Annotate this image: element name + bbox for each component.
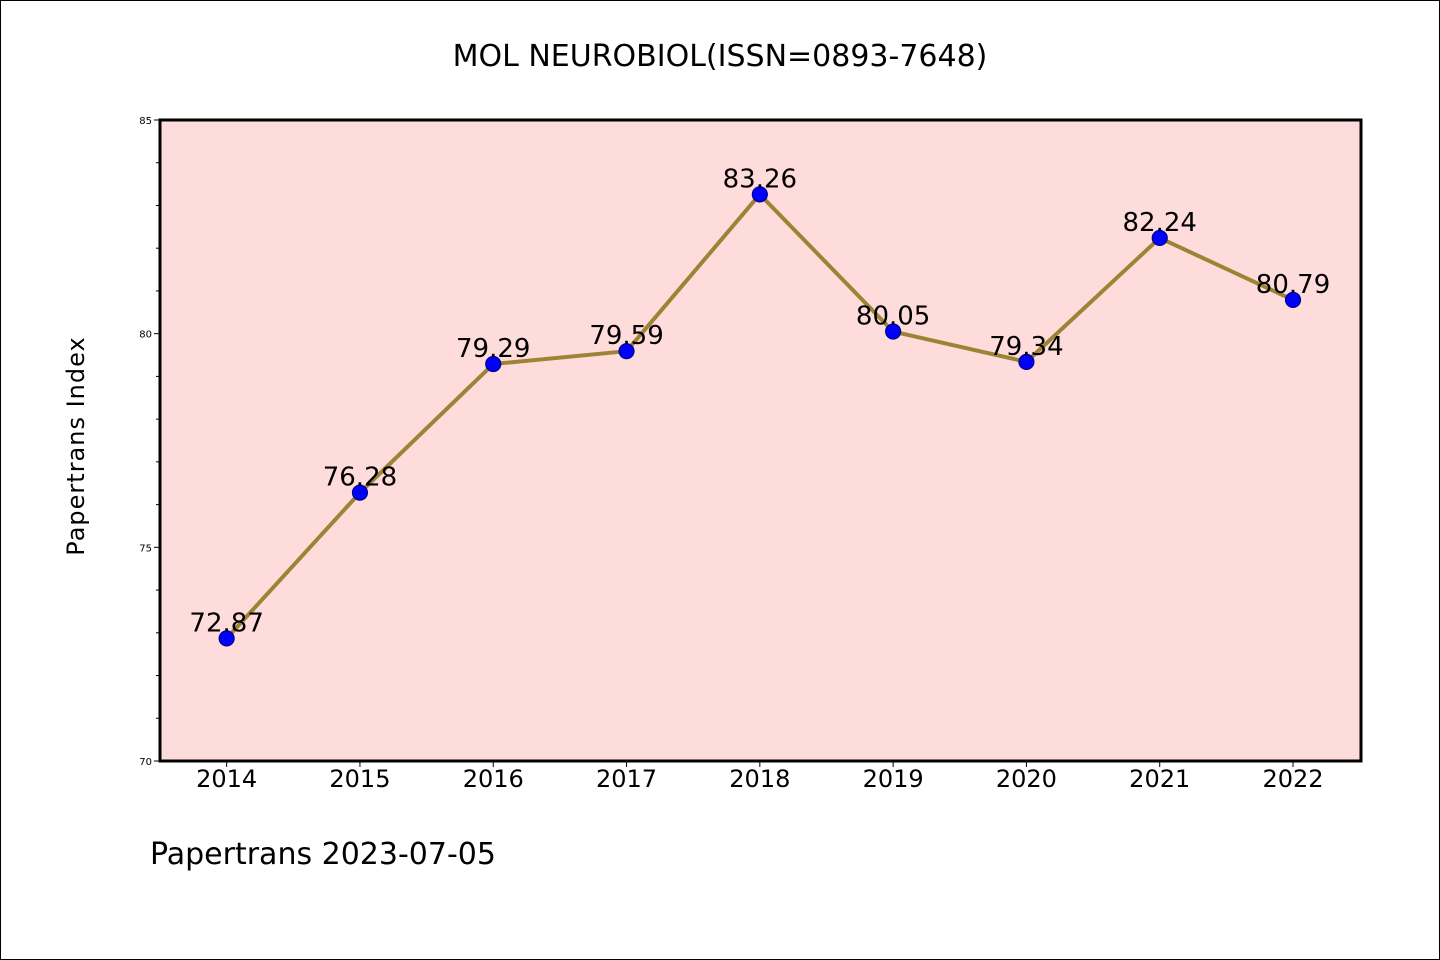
plot-area bbox=[160, 120, 1361, 761]
data-label: 79.59 bbox=[589, 321, 663, 351]
data-label: 72.87 bbox=[189, 608, 263, 638]
data-label: 80.05 bbox=[856, 302, 930, 332]
data-point bbox=[485, 355, 502, 373]
data-point bbox=[218, 630, 235, 647]
data-point bbox=[751, 186, 768, 203]
x-tick-label: 2016 bbox=[463, 765, 524, 793]
y-tick-label: 85 bbox=[139, 116, 152, 127]
x-axis: 2014 2015 2016 2017 2018 2019 2020 2021 2022 bbox=[196, 761, 1324, 793]
data-label: 76.28 bbox=[323, 463, 397, 493]
x-tick-label: 2018 bbox=[729, 765, 790, 793]
data-point bbox=[885, 323, 902, 340]
data-label: 79.34 bbox=[989, 332, 1063, 362]
y-tick-label: 75 bbox=[139, 543, 152, 554]
y-axis: 70 75 80 85 bbox=[139, 116, 160, 768]
data-point bbox=[1151, 229, 1168, 247]
x-tick-label: 2022 bbox=[1262, 765, 1323, 793]
x-tick-label: 2019 bbox=[863, 765, 924, 793]
x-tick-label: 2017 bbox=[596, 765, 657, 793]
series: 72.87 76.28 79.29 79.59 83.26 80.05 79.34 82.24… bbox=[189, 164, 1330, 647]
data-point bbox=[618, 343, 635, 360]
y-tick-label: 70 bbox=[139, 757, 152, 768]
x-tick-label: 2014 bbox=[196, 765, 257, 793]
data-label: 79.29 bbox=[456, 334, 530, 364]
data-label: 82.24 bbox=[1123, 208, 1197, 238]
footer-date: Papertrans 2023-07-05 bbox=[150, 837, 496, 872]
y-axis-label: Papertrans Index bbox=[62, 336, 90, 555]
data-point bbox=[1018, 353, 1035, 370]
data-label: 83.26 bbox=[723, 164, 797, 194]
x-tick-label: 2021 bbox=[1129, 765, 1190, 793]
y-tick-label: 80 bbox=[139, 330, 152, 341]
plot-border bbox=[158, 118, 1363, 763]
x-tick-label: 2015 bbox=[329, 765, 390, 793]
data-point bbox=[1284, 291, 1302, 309]
data-label: 80.79 bbox=[1256, 270, 1330, 300]
x-tick-label: 2020 bbox=[996, 765, 1057, 793]
chart-title: MOL NEUROBIOL(ISSN=0893-7648) bbox=[453, 39, 988, 74]
data-point bbox=[351, 484, 369, 501]
